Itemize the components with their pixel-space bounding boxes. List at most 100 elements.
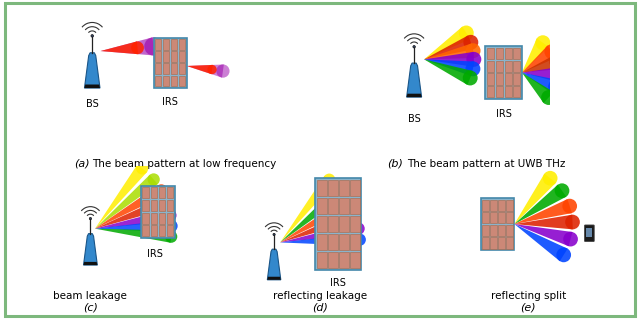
Bar <box>513 73 520 85</box>
Text: (e): (e) <box>520 303 536 313</box>
Ellipse shape <box>459 26 474 41</box>
Polygon shape <box>280 234 360 246</box>
Bar <box>171 51 177 62</box>
Bar <box>150 187 157 198</box>
Polygon shape <box>95 165 147 229</box>
Text: The beam pattern at UWB THz: The beam pattern at UWB THz <box>408 159 566 169</box>
Ellipse shape <box>413 46 415 48</box>
Polygon shape <box>406 63 422 97</box>
Ellipse shape <box>91 34 93 37</box>
Ellipse shape <box>136 162 148 174</box>
Ellipse shape <box>563 232 578 247</box>
Ellipse shape <box>551 67 566 82</box>
Polygon shape <box>280 223 360 242</box>
Ellipse shape <box>165 231 177 243</box>
Polygon shape <box>522 46 556 73</box>
Ellipse shape <box>323 174 335 186</box>
Polygon shape <box>95 197 169 229</box>
Text: The beam pattern at low frequency: The beam pattern at low frequency <box>92 159 276 169</box>
Polygon shape <box>424 52 474 67</box>
Bar <box>350 216 360 232</box>
Text: reflecting split: reflecting split <box>490 291 566 300</box>
Bar <box>339 180 349 196</box>
Bar <box>166 225 173 236</box>
Text: IRS: IRS <box>163 98 178 108</box>
Bar <box>143 200 149 211</box>
Ellipse shape <box>148 173 160 186</box>
Bar <box>317 234 326 250</box>
Bar <box>490 200 497 211</box>
Polygon shape <box>95 229 172 243</box>
Text: IRS: IRS <box>496 109 511 119</box>
Polygon shape <box>522 55 559 73</box>
Ellipse shape <box>555 183 570 198</box>
Ellipse shape <box>161 197 173 209</box>
Polygon shape <box>424 59 473 85</box>
Polygon shape <box>100 37 154 56</box>
Bar <box>166 212 173 224</box>
Polygon shape <box>95 220 172 232</box>
Bar <box>499 212 505 223</box>
Ellipse shape <box>343 197 355 209</box>
Polygon shape <box>515 215 573 229</box>
Ellipse shape <box>349 209 361 221</box>
Bar <box>179 76 185 86</box>
Polygon shape <box>515 199 572 224</box>
Text: (d): (d) <box>312 303 328 313</box>
Ellipse shape <box>466 43 481 58</box>
Bar <box>586 227 593 237</box>
Ellipse shape <box>541 90 556 105</box>
Polygon shape <box>280 187 345 242</box>
Ellipse shape <box>545 44 559 59</box>
Bar <box>496 48 503 59</box>
Polygon shape <box>280 210 357 242</box>
Polygon shape <box>83 262 97 265</box>
Bar <box>496 73 503 85</box>
Ellipse shape <box>90 218 92 220</box>
Bar <box>350 252 360 269</box>
Bar <box>171 76 177 86</box>
Ellipse shape <box>273 234 275 235</box>
Bar <box>156 76 161 86</box>
Text: (a): (a) <box>74 159 90 169</box>
Ellipse shape <box>131 41 144 54</box>
Ellipse shape <box>548 79 563 94</box>
Bar <box>156 40 161 50</box>
Polygon shape <box>522 73 554 103</box>
Ellipse shape <box>556 248 571 262</box>
Bar <box>328 216 338 232</box>
Bar <box>156 63 161 74</box>
Polygon shape <box>515 224 572 246</box>
Bar <box>171 63 177 74</box>
Polygon shape <box>406 94 422 97</box>
Bar <box>328 198 338 214</box>
Ellipse shape <box>207 65 217 74</box>
Bar <box>481 198 515 250</box>
Bar <box>486 46 522 99</box>
Text: (b): (b) <box>388 159 403 169</box>
Bar <box>490 237 497 249</box>
Bar <box>163 76 170 86</box>
Ellipse shape <box>144 37 163 56</box>
Bar <box>339 216 349 232</box>
Bar <box>179 40 185 50</box>
Polygon shape <box>515 174 556 224</box>
Ellipse shape <box>164 209 177 221</box>
Bar <box>163 51 170 62</box>
Bar <box>350 234 360 250</box>
Ellipse shape <box>353 222 365 235</box>
Bar <box>163 63 170 74</box>
Bar <box>317 216 326 232</box>
Ellipse shape <box>165 220 178 232</box>
Polygon shape <box>84 53 100 88</box>
Bar <box>482 212 489 223</box>
Polygon shape <box>522 73 559 94</box>
Bar <box>316 178 362 270</box>
Polygon shape <box>95 175 157 229</box>
Bar <box>143 212 149 224</box>
Bar <box>317 180 326 196</box>
Polygon shape <box>268 277 281 280</box>
Polygon shape <box>187 65 212 74</box>
Bar <box>496 61 503 72</box>
Text: (c): (c) <box>83 303 98 313</box>
